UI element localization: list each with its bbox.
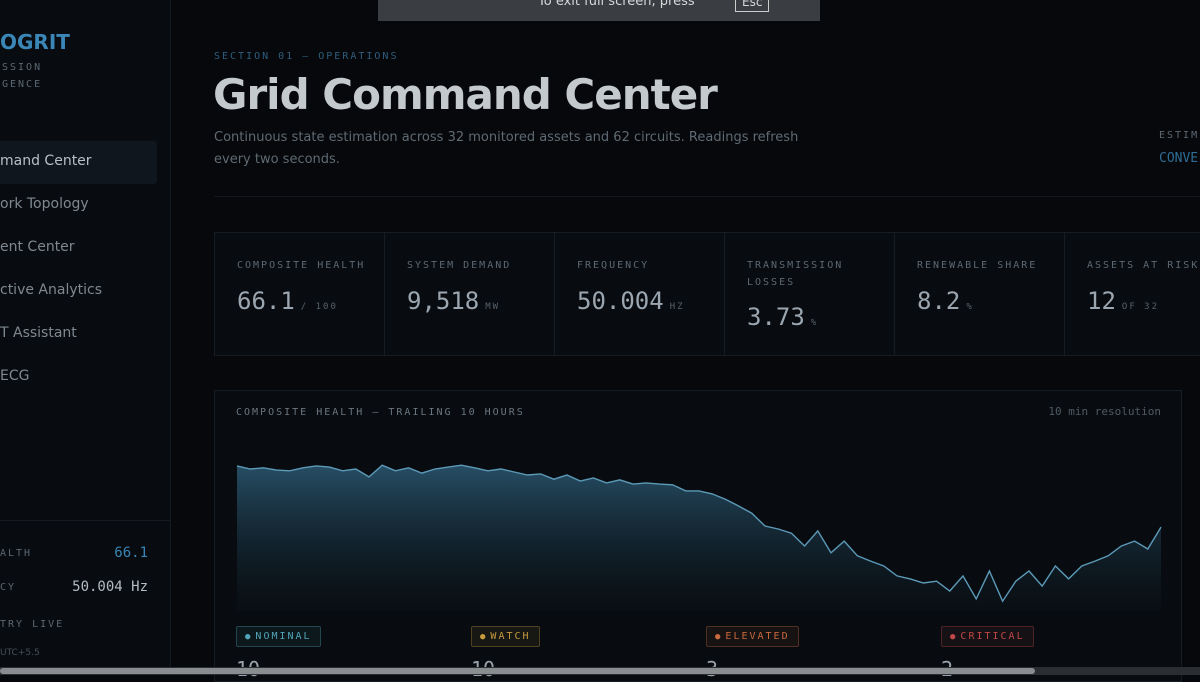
nav-item: ECG <box>0 368 30 384</box>
kpi-label: ASSETS AT RISK <box>1087 260 1200 271</box>
kpi-number: 8.2 <box>917 287 961 315</box>
nav-active <box>0 141 157 184</box>
kpi-unit: / 100 <box>300 302 338 312</box>
legend-chip: ● NOMINAL <box>236 626 321 647</box>
banner-text: To exit full screen, press <box>538 0 695 9</box>
timezone: UTC+5.5 <box>0 648 40 658</box>
stat-value: 50.004 Hz <box>72 579 148 595</box>
chart <box>236 464 1162 611</box>
kpi-label: FREQUENCY <box>577 260 650 271</box>
kpi-label: TRANSMISSION LOSSES <box>747 260 844 288</box>
kpi-label: RENEWABLE SHARE <box>917 260 1038 271</box>
kpi-card: TRANSMISSION LOSSES 3.73% <box>725 233 895 355</box>
kpi-label: COMPOSITE HEALTH <box>237 260 366 271</box>
kpi-card: FREQUENCY 50.004 HZ <box>555 233 725 355</box>
chart-title: COMPOSITE HEALTH — TRAILING 10 HOURS <box>236 407 525 418</box>
status: TRY LIVE <box>0 619 65 630</box>
kpi-value: 66.1 / 100 <box>237 287 338 315</box>
side-value: CONVE <box>1159 151 1199 166</box>
kpi-number: 9,518 <box>407 287 480 315</box>
fullscreen-banner: To exit full screen, press Esc <box>378 0 820 21</box>
brand-sub: GENCE <box>2 79 43 90</box>
kpi-card: COMPOSITE HEALTH 66.1 / 100 <box>215 233 385 355</box>
stat-label: ALTH <box>0 548 33 559</box>
description: Continuous state estimation across 32 mo… <box>214 130 799 167</box>
kpi-value: 3.73% <box>747 303 818 331</box>
legend-dot: ● <box>715 632 723 642</box>
kpi-unit: MW <box>485 302 501 312</box>
kpi-number: 66.1 <box>237 287 295 315</box>
sidebar: OGRIT SSION GENCE ALTH 66.1 CY 50.004 Hz… <box>0 0 171 675</box>
legend-dot: ● <box>245 632 253 642</box>
scrollbar <box>0 667 1200 675</box>
area <box>237 465 1161 611</box>
nav-item: T Assistant <box>0 325 77 341</box>
kpi-strip: COMPOSITE HEALTH 66.1 / 100 SYSTEM DEMAND 9,… <box>214 232 1200 356</box>
legend-label: CRITICAL <box>960 631 1025 642</box>
kpi-card: ASSETS AT RISK 12 OF 32 <box>1065 233 1200 355</box>
legend-dot: ● <box>480 632 488 642</box>
eyebrow: SECTION 01 — OPERATIONS <box>214 51 399 62</box>
legend-dot: ● <box>950 632 958 642</box>
divider <box>214 196 1200 197</box>
legend-chip: ● CRITICAL <box>941 626 1034 647</box>
nav-item: ent Center <box>0 239 75 255</box>
nav-item: ork Topology <box>0 196 89 212</box>
nav-item: ctive Analytics <box>0 282 102 298</box>
banner-key: Esc <box>735 0 770 12</box>
chart-subtitle: 10 min resolution <box>1048 405 1161 418</box>
brand: OGRIT <box>0 30 70 54</box>
scroll-thumb <box>0 668 1035 674</box>
kpi-unit: % <box>966 302 974 312</box>
kpi-value: 50.004 HZ <box>577 287 685 315</box>
kpi-card: SYSTEM DEMAND 9,518 MW <box>385 233 555 355</box>
kpi-unit: HZ <box>669 302 685 312</box>
kpi-number: 3.73 <box>747 303 805 331</box>
kpi-unit: % <box>810 318 819 328</box>
stat-value: 66.1 <box>114 545 148 561</box>
stat-label: CY <box>0 582 17 593</box>
legend-chip: ● WATCH <box>471 626 540 647</box>
divider <box>0 520 170 521</box>
line <box>236 464 1162 603</box>
legend-label: ELEVATED <box>725 631 790 642</box>
kpi-label: SYSTEM DEMAND <box>407 260 512 271</box>
brand-sub: SSION <box>2 62 43 73</box>
chart-panel: COMPOSITE HEALTH — TRAILING 10 HOURS 10 … <box>214 390 1182 682</box>
kpi-value: 9,518 MW <box>407 287 500 315</box>
page-title: Grid Command Center <box>213 70 718 119</box>
side-label: ESTIM <box>1159 130 1200 141</box>
kpi-unit: OF 32 <box>1121 302 1159 312</box>
nav-item: mand Center <box>0 153 92 169</box>
legend-label: NOMINAL <box>255 631 312 642</box>
kpi-card: RENEWABLE SHARE 8.2% <box>895 233 1065 355</box>
kpi-value: 12 OF 32 <box>1087 287 1159 315</box>
kpi-number: 50.004 <box>577 287 664 315</box>
kpi-value: 8.2% <box>917 287 974 315</box>
kpi-number: 12 <box>1087 287 1116 315</box>
legend-label: WATCH <box>490 631 531 642</box>
legend-chip: ● ELEVATED <box>706 626 799 647</box>
